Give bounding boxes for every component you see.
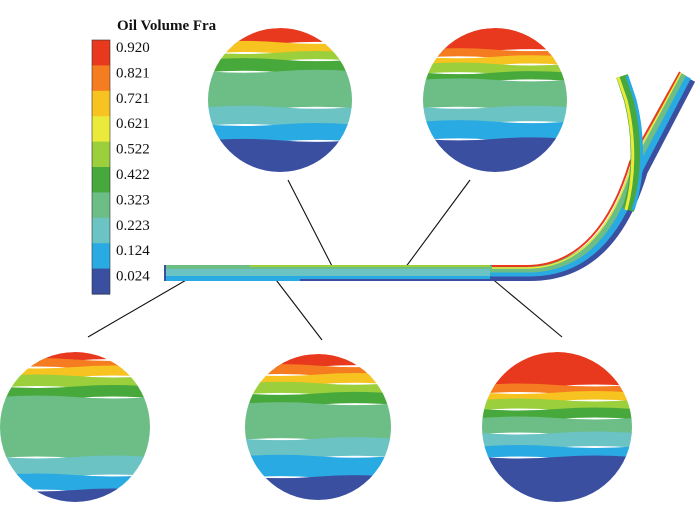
legend-colorbar-frame bbox=[91, 39, 111, 295]
cross-section-band bbox=[423, 120, 567, 142]
legend-value-label: 0.621 bbox=[116, 116, 150, 132]
pipe-bend-oil-edge bbox=[492, 71, 681, 267]
cross-section-top-left bbox=[208, 28, 352, 172]
legend-swatch bbox=[92, 40, 110, 66]
pipe-horizontal-oil-streak bbox=[250, 265, 494, 267]
legend-swatch bbox=[92, 268, 110, 295]
cross-section-band bbox=[208, 122, 352, 143]
cross-section-top-right bbox=[423, 28, 567, 172]
legend-value-label: 0.124 bbox=[116, 243, 150, 259]
cross-section-bottom-middle bbox=[245, 354, 391, 500]
cross-section-band bbox=[482, 416, 632, 436]
cross-section-band bbox=[0, 473, 150, 493]
legend-swatch bbox=[92, 116, 110, 143]
legend-value-label: 0.024 bbox=[116, 269, 150, 285]
legend-swatch bbox=[92, 65, 110, 92]
legend-swatch bbox=[92, 141, 110, 168]
legend-colorbar bbox=[91, 39, 111, 295]
legend-swatch bbox=[92, 243, 110, 270]
cross-section-band bbox=[208, 69, 352, 110]
cross-section-band bbox=[423, 137, 567, 172]
cross-section-band bbox=[0, 455, 150, 478]
pipe-branch bbox=[616, 74, 643, 212]
pipe-bend-yellow-edge bbox=[492, 72, 682, 269]
legend-swatch bbox=[92, 90, 110, 117]
leader-lines bbox=[87, 179, 563, 341]
cross-section-band bbox=[423, 105, 567, 125]
leader-line-top-right bbox=[404, 179, 471, 269]
cross-section-band bbox=[208, 105, 352, 127]
cross-section-bottom-right bbox=[482, 352, 632, 502]
pipe-inlet-end bbox=[164, 265, 166, 281]
legend: Oil Volume Fra 0.920 0.821 0.721 0.621 0.522… bbox=[91, 18, 217, 295]
cross-section-band bbox=[423, 28, 567, 53]
cross-section-band bbox=[245, 475, 391, 500]
legend-value-label: 0.821 bbox=[116, 65, 150, 81]
cross-section-band bbox=[482, 455, 632, 502]
cross-section-band bbox=[482, 352, 632, 388]
leader-line-bottom-left bbox=[87, 271, 201, 338]
cross-section-band bbox=[0, 395, 150, 460]
cross-section-band bbox=[245, 402, 391, 442]
legend-value-label: 0.920 bbox=[116, 40, 150, 56]
legend-value-label: 0.721 bbox=[116, 91, 150, 107]
legend-value-label: 0.422 bbox=[116, 167, 150, 183]
cross-section-band bbox=[245, 437, 391, 459]
legend-swatch bbox=[92, 192, 110, 219]
leader-line-top-left bbox=[287, 179, 334, 269]
pipe-horizontal-bottom-band bbox=[164, 276, 494, 281]
legend-swatch bbox=[92, 167, 110, 193]
legend-value-label: 0.223 bbox=[116, 218, 150, 234]
pipe-horizontal-bottom-water bbox=[300, 279, 494, 281]
cross-section-band bbox=[423, 78, 567, 110]
cross-section-band bbox=[0, 488, 150, 502]
pipe-branch-edge bbox=[625, 75, 644, 211]
legend-title: Oil Volume Fra bbox=[117, 18, 217, 34]
cross-section-band bbox=[245, 454, 391, 480]
pipe-branch-inner bbox=[616, 76, 635, 211]
legend-value-label: 0.522 bbox=[116, 142, 150, 158]
legend-swatch bbox=[92, 217, 110, 244]
cross-section-band bbox=[208, 138, 352, 172]
leader-line-bottom-middle bbox=[269, 271, 323, 341]
leader-line-bottom-right bbox=[483, 271, 563, 338]
legend-labels: 0.920 0.821 0.721 0.621 0.522 0.422 0.323 0.223… bbox=[116, 40, 150, 285]
pipe bbox=[164, 71, 696, 281]
cross-section-band bbox=[208, 28, 352, 45]
legend-value-label: 0.323 bbox=[116, 192, 150, 208]
cross-section-band bbox=[482, 431, 632, 449]
cross-section-bottom-left bbox=[0, 352, 150, 502]
